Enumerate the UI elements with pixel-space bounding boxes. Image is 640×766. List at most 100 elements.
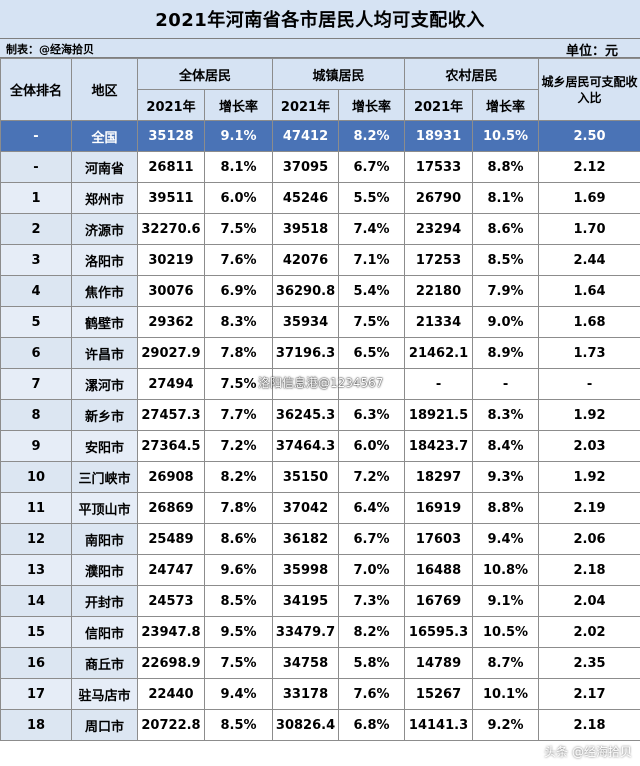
header-rank: 全体排名 bbox=[0, 58, 72, 121]
cell-rural-growth: 9.3% bbox=[472, 461, 540, 493]
table-row: 6 许昌市 29027.9 7.8% 37196.3 6.5% 21462.1 8.9% 1.7… bbox=[0, 337, 640, 369]
cell-region: 漯河市 bbox=[71, 368, 138, 400]
cell-rural-growth: 8.1% bbox=[472, 182, 540, 214]
table-row: 16 商丘市 22698.9 7.5% 34758 5.8% 14789 8.7% 2.35 bbox=[0, 647, 640, 679]
table-row: 11 平顶山市 26869 7.8% 37042 6.4% 16919 8.8% 2.19 bbox=[0, 492, 640, 524]
cell-urban: 36245.3 bbox=[272, 399, 340, 431]
cell-rural-growth: 10.5% bbox=[472, 120, 540, 152]
title-text: 2021年河南省各市居民人均可支配收入 bbox=[155, 10, 485, 31]
cell-urban-growth bbox=[338, 368, 406, 400]
cell-ratio: - bbox=[538, 368, 640, 400]
cell-rural-growth: 7.9% bbox=[472, 275, 540, 307]
table-row: 10 三门峡市 26908 8.2% 35150 7.2% 18297 9.3% 1.92 bbox=[0, 461, 640, 493]
cell-rural: 17253 bbox=[404, 244, 474, 276]
cell-all: 26869 bbox=[137, 492, 205, 524]
cell-region: 许昌市 bbox=[71, 337, 138, 369]
cell-all: 32270.6 bbox=[137, 213, 205, 245]
cell-ratio: 2.18 bbox=[538, 554, 640, 586]
cell-region: 焦作市 bbox=[71, 275, 138, 307]
cell-urban-growth: 6.5% bbox=[338, 337, 406, 369]
cell-all: 30076 bbox=[137, 275, 205, 307]
cell-rural-growth: - bbox=[472, 368, 540, 400]
table-row: 17 驻马店市 22440 9.4% 33178 7.6% 15267 10.1% 2.17 bbox=[0, 678, 640, 710]
cell-rank: 16 bbox=[0, 647, 72, 679]
header-rural: 农村居民 bbox=[404, 58, 540, 90]
cell-rank: 17 bbox=[0, 678, 72, 710]
cell-rank: 2 bbox=[0, 213, 72, 245]
cell-ratio: 2.02 bbox=[538, 616, 640, 648]
cell-urban: 36182 bbox=[272, 523, 340, 555]
cell-rank: 7 bbox=[0, 368, 72, 400]
cell-urban: 35998 bbox=[272, 554, 340, 586]
header-all: 全体居民 bbox=[136, 58, 274, 90]
cell-urban-growth: 5.4% bbox=[338, 275, 406, 307]
cell-all: 27494 bbox=[137, 368, 205, 400]
cell-region: 南阳市 bbox=[71, 523, 138, 555]
cell-rural-growth: 8.7% bbox=[472, 647, 540, 679]
cell-rural-growth: 8.4% bbox=[472, 430, 540, 462]
cell-rank: 8 bbox=[0, 399, 72, 431]
cell-rank: - bbox=[0, 120, 72, 152]
cell-ratio: 1.64 bbox=[538, 275, 640, 307]
cell-urban-growth: 6.3% bbox=[338, 399, 406, 431]
cell-all-growth: 7.2% bbox=[203, 430, 274, 462]
cell-rural-growth: 9.0% bbox=[472, 306, 540, 338]
cell-rural: 26790 bbox=[404, 182, 474, 214]
cell-urban bbox=[272, 368, 340, 400]
cell-rural-growth: 8.9% bbox=[472, 337, 540, 369]
cell-urban-growth: 5.8% bbox=[338, 647, 406, 679]
cell-rank: 18 bbox=[0, 709, 72, 741]
header-rural-growth: 增长率 bbox=[472, 89, 540, 121]
cell-urban: 33178 bbox=[272, 678, 340, 710]
cell-all: 24747 bbox=[137, 554, 205, 586]
cell-rural: 23294 bbox=[404, 213, 474, 245]
cell-rural: 14789 bbox=[404, 647, 474, 679]
cell-region: 驻马店市 bbox=[71, 678, 138, 710]
cell-rural: 17533 bbox=[404, 151, 474, 183]
cell-ratio: 1.68 bbox=[538, 306, 640, 338]
table-row: 15 信阳市 23947.8 9.5% 33479.7 8.2% 16595.3 10.5% 2… bbox=[0, 616, 640, 648]
header-urban: 城镇居民 bbox=[272, 58, 406, 90]
cell-rural: 21334 bbox=[404, 306, 474, 338]
cell-region: 濮阳市 bbox=[71, 554, 138, 586]
cell-ratio: 2.35 bbox=[538, 647, 640, 679]
table-row: 2 济源市 32270.6 7.5% 39518 7.4% 23294 8.6% 1.70 bbox=[0, 213, 640, 245]
cell-urban: 37464.3 bbox=[272, 430, 340, 462]
cell-urban: 30826.4 bbox=[272, 709, 340, 741]
cell-all: 26811 bbox=[137, 151, 205, 183]
cell-urban: 36290.8 bbox=[272, 275, 340, 307]
header-ratio: 城乡居民可支配收入比 bbox=[538, 58, 640, 121]
table-row: 5 鹤壁市 29362 8.3% 35934 7.5% 21334 9.0% 1.68 bbox=[0, 306, 640, 338]
cell-rural: 15267 bbox=[404, 678, 474, 710]
overlay-watermark: 洛阳信息港@1234567 bbox=[258, 376, 384, 390]
cell-rural: 16595.3 bbox=[404, 616, 474, 648]
cell-urban: 37095 bbox=[272, 151, 340, 183]
table-row: 9 安阳市 27364.5 7.2% 37464.3 6.0% 18423.7 8.4% 2.0… bbox=[0, 430, 640, 462]
header-region: 地区 bbox=[71, 58, 138, 121]
cell-urban: 45246 bbox=[272, 182, 340, 214]
cell-region: 洛阳市 bbox=[71, 244, 138, 276]
table-row: 4 焦作市 30076 6.9% 36290.8 5.4% 22180 7.9% 1.64 bbox=[0, 275, 640, 307]
cell-rank: 11 bbox=[0, 492, 72, 524]
cell-region: 开封市 bbox=[71, 585, 138, 617]
cell-rural: 18297 bbox=[404, 461, 474, 493]
cell-rural: 18931 bbox=[404, 120, 474, 152]
cell-rank: 12 bbox=[0, 523, 72, 555]
cell-region: 新乡市 bbox=[71, 399, 138, 431]
cell-all-growth: 6.0% bbox=[203, 182, 274, 214]
table-title: 2021年河南省各市居民人均可支配收入 bbox=[0, 0, 640, 39]
cell-urban-growth: 6.8% bbox=[338, 709, 406, 741]
header-rural-year: 2021年 bbox=[404, 89, 474, 121]
cell-all-growth: 8.3% bbox=[203, 306, 274, 338]
cell-ratio: 2.17 bbox=[538, 678, 640, 710]
cell-rural-growth: 10.8% bbox=[472, 554, 540, 586]
cell-urban: 34195 bbox=[272, 585, 340, 617]
header-urban-year: 2021年 bbox=[272, 89, 340, 121]
cell-all: 39511 bbox=[137, 182, 205, 214]
table-row: 12 南阳市 25489 8.6% 36182 6.7% 17603 9.4% 2.06 bbox=[0, 523, 640, 555]
cell-urban-growth: 7.1% bbox=[338, 244, 406, 276]
cell-region: 周口市 bbox=[71, 709, 138, 741]
cell-region: 安阳市 bbox=[71, 430, 138, 462]
cell-all-growth: 9.1% bbox=[203, 120, 274, 152]
cell-urban: 37042 bbox=[272, 492, 340, 524]
